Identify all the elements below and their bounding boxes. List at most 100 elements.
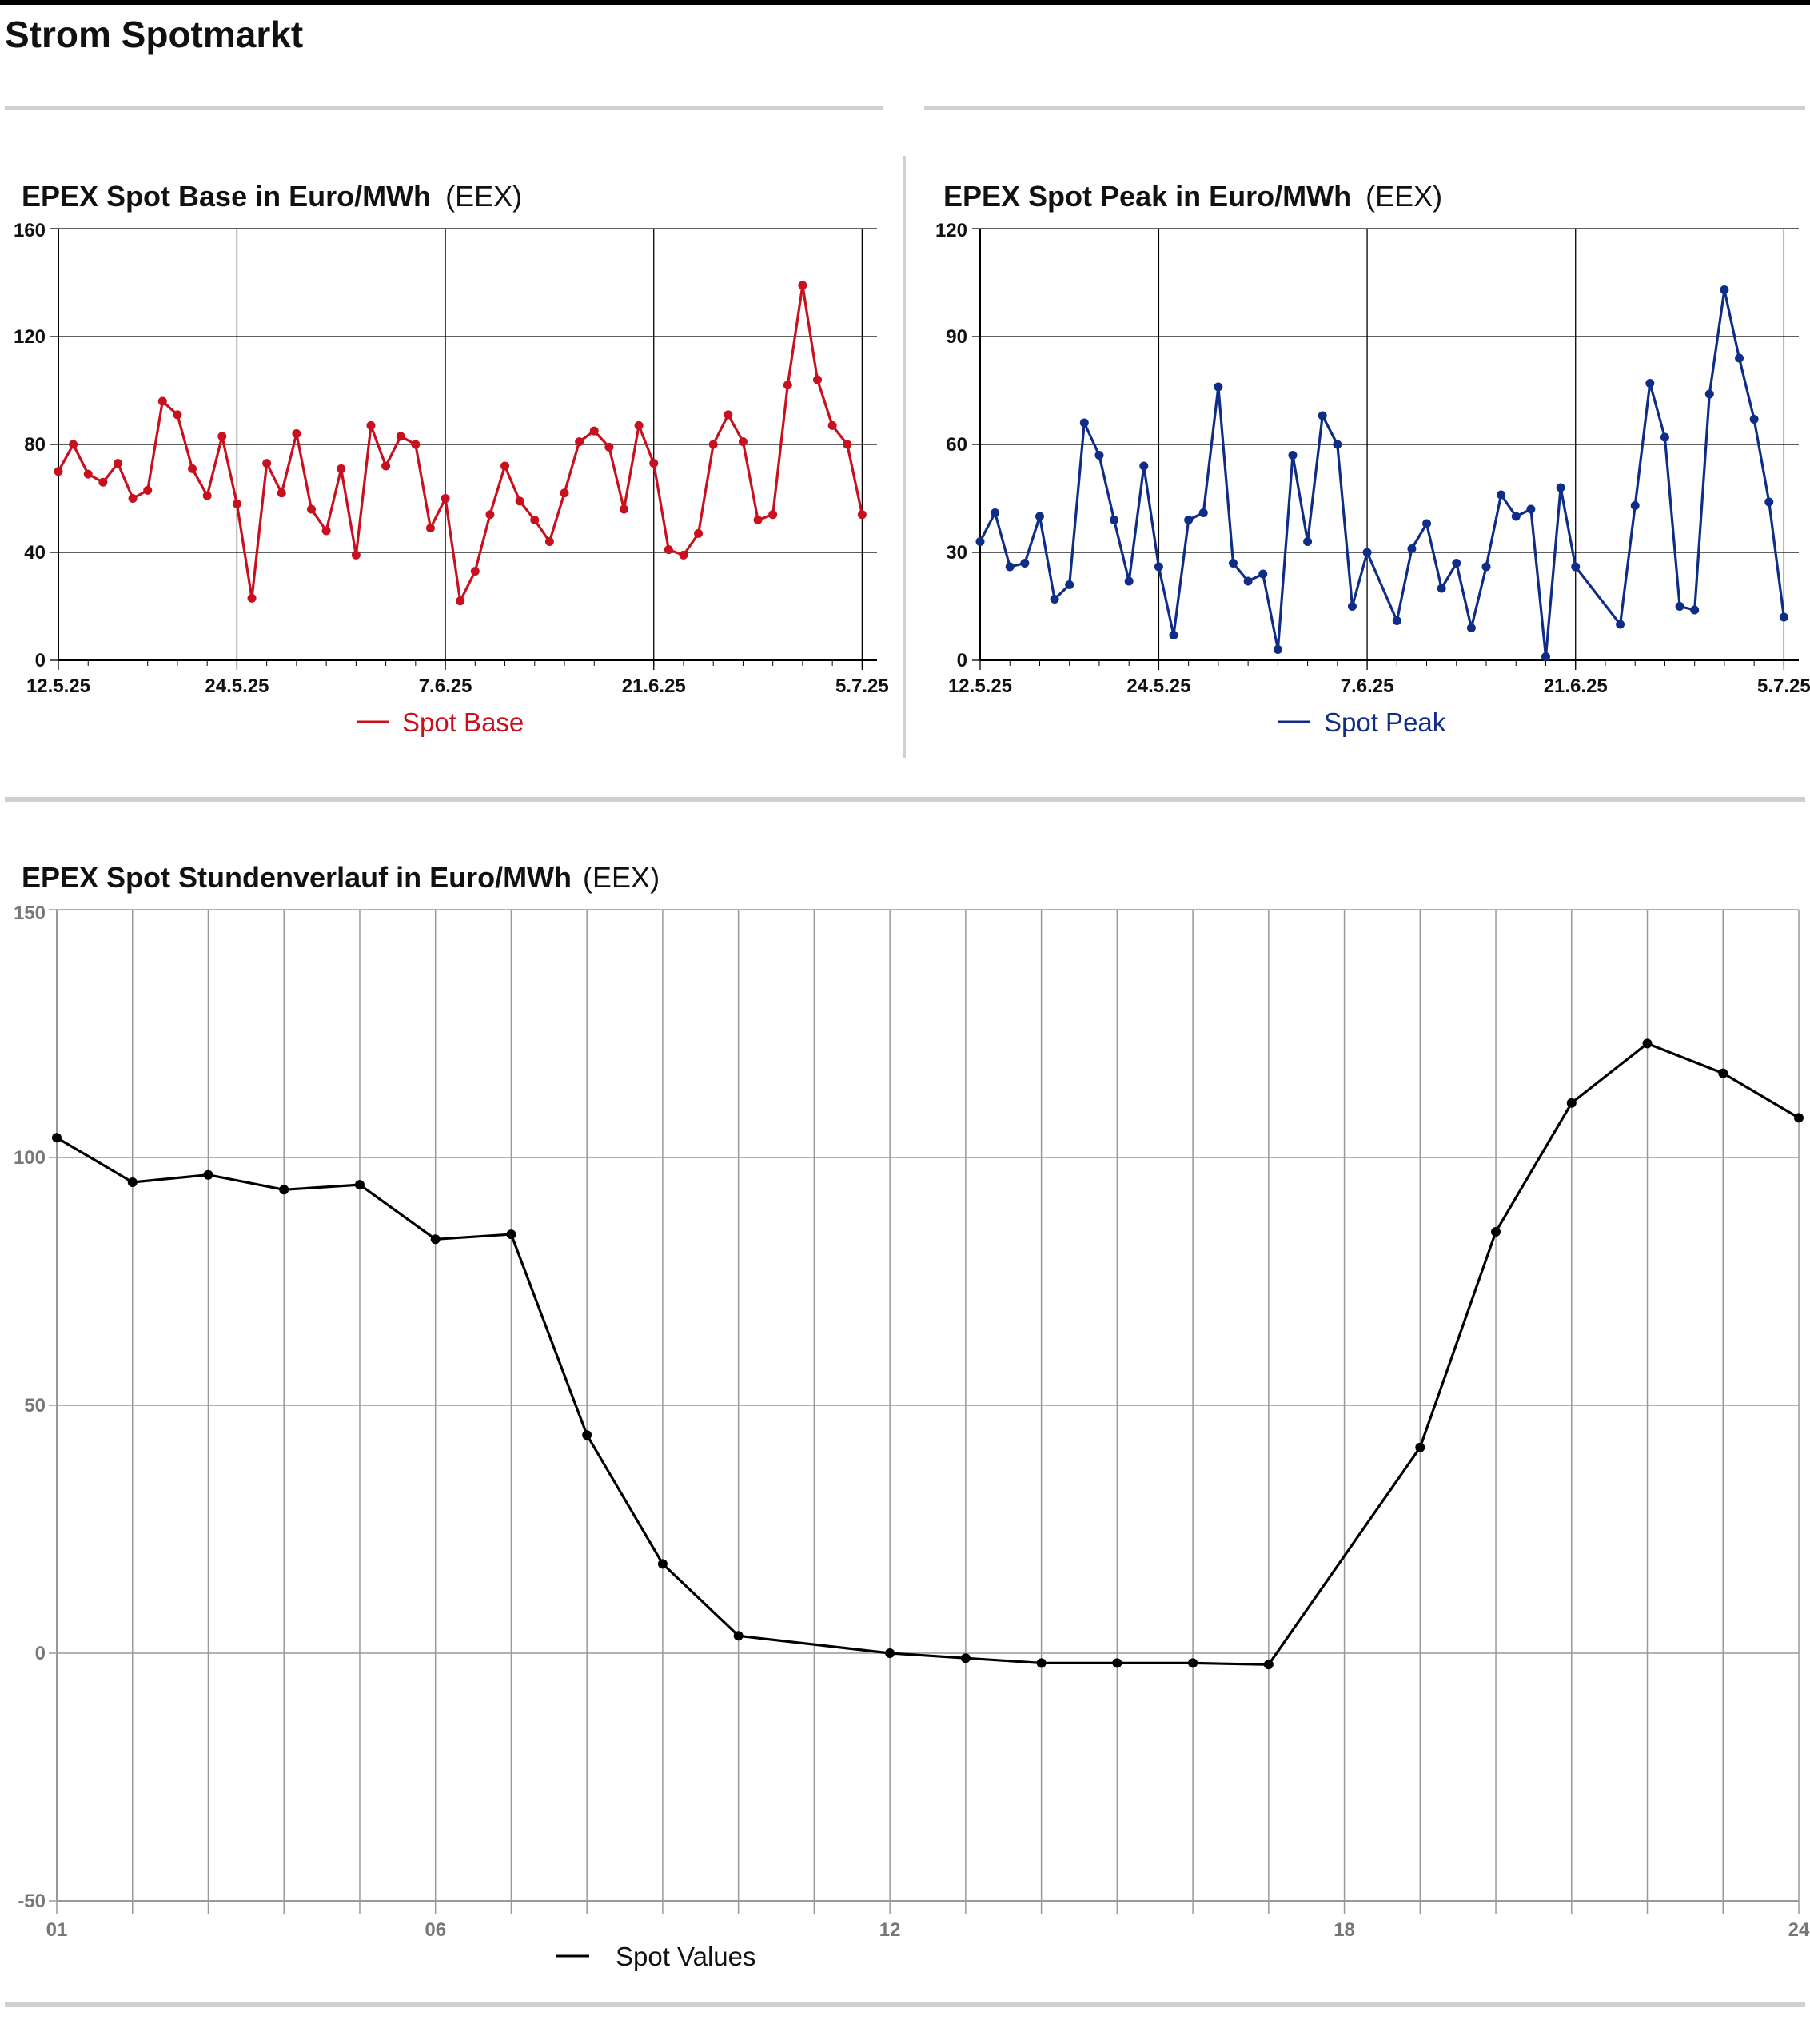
hourly-data-point	[1263, 1660, 1274, 1670]
peak-data-point	[1288, 451, 1298, 460]
hourly-ytick-label: 0	[35, 1643, 46, 1664]
hourly-data-point	[203, 1169, 213, 1180]
hourly-ytick-label: 50	[24, 1395, 46, 1416]
peak-data-point	[1229, 559, 1238, 568]
hourly-subtitle-text: (EEX)	[583, 861, 660, 894]
base-data-point	[724, 410, 733, 420]
peak-data-point	[1511, 512, 1521, 521]
peak-data-point	[1526, 504, 1536, 514]
base-data-point	[708, 440, 718, 449]
hourly-ytick-label: -50	[18, 1891, 46, 1912]
base-xtick-label: 24.5.25	[205, 675, 269, 697]
peak-data-point	[975, 537, 985, 546]
hourly-xtick-label: 12	[879, 1919, 901, 1941]
peak-data-point	[1094, 451, 1104, 460]
base-data-point	[619, 504, 628, 514]
peak-data-point	[1139, 461, 1149, 471]
peak-data-point	[1630, 501, 1640, 510]
hourly-ytick-label: 150	[14, 902, 46, 924]
hourly-ytick-label: 100	[14, 1147, 46, 1169]
peak-data-point	[1303, 537, 1313, 546]
peak-data-point	[1764, 497, 1774, 507]
base-data-point	[768, 510, 778, 520]
peak-chart-title: EPEX Spot Peak in Euro/MWh (EEX)	[943, 179, 1442, 214]
peak-data-point	[1497, 490, 1506, 500]
hourly-data-point	[52, 1133, 62, 1143]
base-xtick-label: 12.5.25	[26, 675, 90, 697]
hourly-title-text: EPEX Spot Stundenverlauf in Euro/MWh	[22, 861, 572, 894]
peak-xtick-label: 12.5.25	[948, 675, 1012, 697]
base-data-point	[664, 545, 673, 555]
base-data-point	[738, 437, 748, 447]
hourly-data-point	[354, 1180, 365, 1190]
base-data-point	[575, 437, 584, 447]
peak-data-point	[1347, 602, 1357, 611]
peak-data-point	[1035, 512, 1044, 521]
base-data-point	[83, 469, 93, 479]
base-data-point	[217, 432, 227, 441]
base-data-point	[247, 593, 257, 603]
hourly-data-point	[1642, 1038, 1653, 1049]
hourly-data-point	[582, 1430, 592, 1440]
base-data-point	[813, 375, 823, 384]
base-xtick-label: 5.7.25	[835, 675, 889, 697]
peak-data-point	[1749, 415, 1759, 424]
base-data-point	[544, 537, 554, 546]
peak-data-point	[1005, 562, 1015, 572]
peak-series-line	[979, 288, 1785, 659]
hourly-data-point	[960, 1653, 971, 1663]
hourly-data-point	[733, 1631, 744, 1641]
base-chart-title: EPEX Spot Base in Euro/MWh (EEX)	[22, 179, 522, 214]
base-data-point	[515, 496, 524, 506]
peak-title-text: EPEX Spot Peak in Euro/MWh	[943, 180, 1352, 213]
base-ytick-label: 40	[24, 542, 46, 564]
separator-bottom	[5, 2002, 1805, 2007]
peak-chart	[972, 228, 1799, 723]
base-chart	[50, 228, 877, 723]
hourly-data-point	[506, 1229, 516, 1240]
hourly-chart-title: EPEX Spot Stundenverlauf in Euro/MWh (EE…	[22, 860, 660, 895]
peak-data-point	[1720, 285, 1729, 294]
base-data-point	[500, 461, 510, 471]
base-xtick-label: 7.6.25	[419, 675, 472, 697]
hourly-data-point	[1794, 1113, 1804, 1123]
base-xtick-label: 21.6.25	[622, 675, 686, 697]
base-data-point	[202, 491, 212, 500]
base-data-point	[560, 488, 569, 498]
peak-data-point	[1645, 379, 1655, 388]
hourly-data-point	[1415, 1442, 1425, 1452]
base-data-point	[69, 440, 78, 449]
peak-data-point	[1616, 620, 1625, 629]
base-data-point	[292, 429, 301, 438]
base-data-point	[157, 396, 167, 406]
base-data-point	[143, 485, 153, 495]
separator-top-right	[924, 106, 1805, 110]
hourly-legend-label: Spot Values	[616, 1942, 756, 1971]
hourly-data-point	[1188, 1658, 1198, 1668]
peak-subtitle-text: (EEX)	[1365, 180, 1443, 213]
peak-ytick-label: 30	[946, 542, 967, 564]
base-ytick-label: 160	[14, 220, 46, 241]
peak-ytick-label: 60	[946, 434, 967, 456]
base-data-point	[604, 442, 614, 452]
peak-data-point	[1437, 584, 1446, 593]
hourly-data-point	[1566, 1098, 1577, 1108]
base-ytick-label: 0	[35, 650, 46, 671]
base-ytick-label: 80	[24, 434, 46, 456]
base-data-point	[827, 420, 837, 430]
peak-data-point	[1675, 602, 1684, 611]
peak-data-point	[1452, 559, 1461, 568]
peak-legend-label: Spot Peak	[1324, 707, 1446, 737]
top-rule	[0, 0, 1810, 5]
base-data-point	[634, 420, 644, 430]
hourly-data-point	[1036, 1658, 1047, 1668]
base-ytick-label: 120	[14, 326, 46, 348]
hourly-data-point	[657, 1559, 668, 1569]
base-data-point	[262, 459, 272, 468]
peak-data-point	[991, 508, 1000, 517]
peak-data-point	[1243, 576, 1253, 586]
peak-data-point	[1050, 595, 1059, 604]
base-data-point	[679, 550, 688, 560]
peak-ytick-label: 120	[935, 220, 967, 241]
peak-data-point	[1466, 624, 1476, 632]
